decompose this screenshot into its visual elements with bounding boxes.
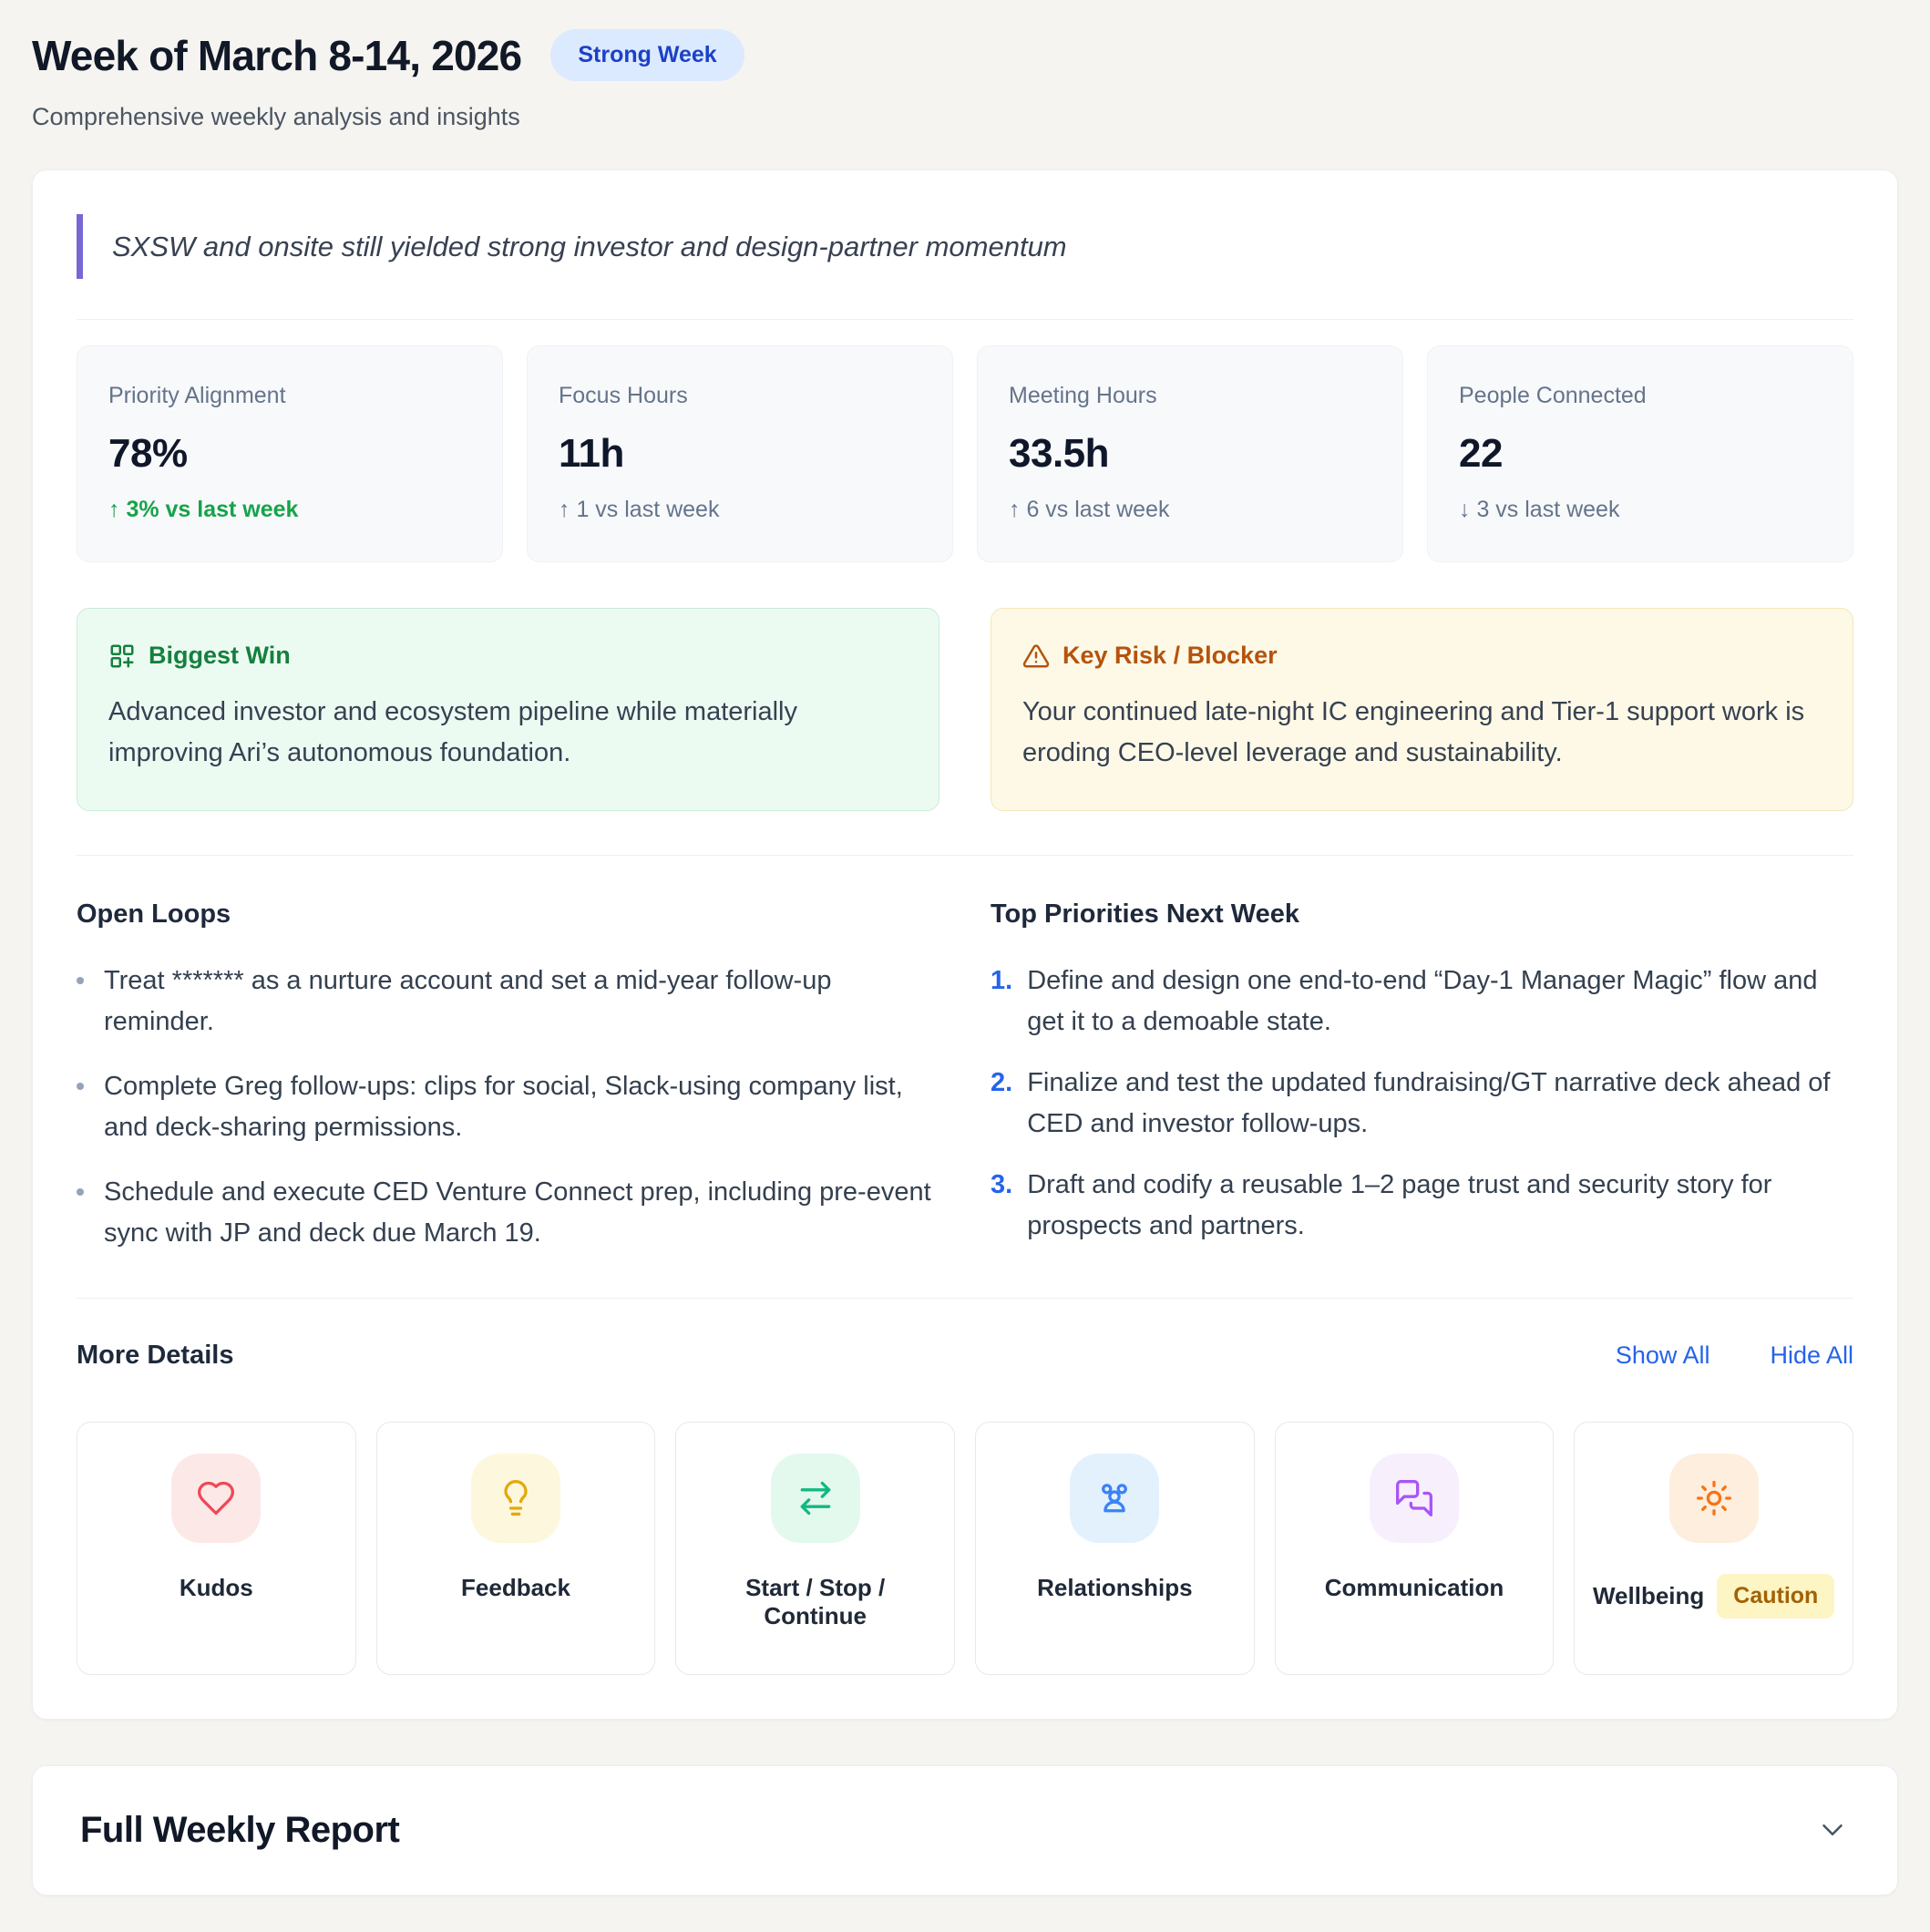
- detail-card-relationships[interactable]: Relationships: [974, 1421, 1255, 1675]
- list-item: Complete Greg follow-ups: clips for soci…: [77, 1066, 939, 1148]
- highlights-row: Biggest Win Advanced investor and ecosys…: [77, 608, 1853, 812]
- squares-plus-icon: [108, 642, 136, 670]
- detail-card-kudos[interactable]: Kudos: [77, 1421, 356, 1675]
- summary-quote: SXSW and onsite still yielded strong inv…: [112, 231, 1067, 262]
- full-weekly-report-toggle[interactable]: Full Weekly Report: [32, 1764, 1898, 1896]
- stat-card-people-connected: People Connected 22 ↓ 3 vs last week: [1427, 345, 1853, 563]
- detail-card-label: Kudos: [179, 1573, 253, 1601]
- detail-card-start-stop-continue[interactable]: Start / Stop / Continue: [675, 1421, 955, 1675]
- caution-badge: Caution: [1717, 1573, 1835, 1619]
- stat-value: 78%: [108, 431, 188, 477]
- stat-delta: ↑ 3% vs last week: [108, 497, 299, 523]
- priorities-title: Top Priorities Next Week: [991, 899, 1299, 930]
- summary-quote-section: SXSW and onsite still yielded strong inv…: [77, 214, 1853, 321]
- open-loops-section: Open Loops Treat ******* as a nurture ac…: [77, 899, 939, 1254]
- open-loop-text: Complete Greg follow-ups: clips for soci…: [104, 1072, 903, 1143]
- page-header: Week of March 8-14, 2026 Strong Week Com…: [32, 20, 1898, 131]
- weekly-summary-card: SXSW and onsite still yielded strong inv…: [32, 170, 1898, 1720]
- warning-triangle-icon: [1022, 642, 1050, 670]
- open-loop-text: Treat ******* as a nurture account and s…: [104, 966, 832, 1037]
- stat-delta: ↑ 6 vs last week: [1009, 497, 1170, 523]
- sun-icon: [1668, 1453, 1759, 1543]
- detail-card-communication[interactable]: Communication: [1274, 1421, 1555, 1675]
- detail-card-label: Feedback: [461, 1573, 570, 1601]
- open-loops-title: Open Loops: [77, 899, 231, 930]
- lightbulb-icon: [470, 1453, 560, 1543]
- list-item: 1. Define and design one end-to-end “Day…: [991, 961, 1853, 1043]
- page-subtitle: Comprehensive weekly analysis and insigh…: [32, 103, 520, 130]
- biggest-win-card: Biggest Win Advanced investor and ecosys…: [77, 608, 939, 812]
- priority-text: Define and design one end-to-end “Day-1 …: [1027, 966, 1818, 1037]
- stats-row: Priority Alignment 78% ↑ 3% vs last week…: [77, 345, 1853, 563]
- bullet-dot-icon: [77, 1188, 84, 1197]
- open-loop-text: Schedule and execute CED Venture Connect…: [104, 1177, 931, 1248]
- list-item: 3. Draft and codify a reusable 1–2 page …: [991, 1165, 1853, 1247]
- stat-label: Priority Alignment: [108, 383, 286, 409]
- section-divider: [77, 855, 1853, 857]
- key-risk-title: Key Risk / Blocker: [1063, 642, 1278, 670]
- stat-card-focus-hours: Focus Hours 11h ↑ 1 vs last week: [527, 345, 953, 563]
- heart-icon: [171, 1453, 262, 1543]
- section-divider: [77, 1297, 1853, 1299]
- swap-arrows-icon: [770, 1453, 860, 1543]
- biggest-win-text: Advanced investor and ecosystem pipeline…: [108, 697, 797, 768]
- stat-value: 33.5h: [1009, 431, 1110, 477]
- detail-card-wellbeing[interactable]: Wellbeing Caution: [1574, 1421, 1853, 1675]
- week-quality-badge: Strong Week: [550, 29, 744, 81]
- biggest-win-title: Biggest Win: [149, 642, 291, 670]
- detail-card-label: Start / Stop / Continue: [745, 1573, 886, 1629]
- detail-cards-row: Kudos Feedback Start /: [77, 1421, 1853, 1675]
- stat-label: Meeting Hours: [1009, 383, 1157, 409]
- chevron-down-icon[interactable]: [1815, 1813, 1850, 1847]
- stat-value: 22: [1459, 431, 1503, 477]
- people-group-icon: [1070, 1453, 1160, 1543]
- show-all-link[interactable]: Show All: [1615, 1341, 1710, 1369]
- priority-text: Finalize and test the updated fundraisin…: [1027, 1068, 1831, 1139]
- stat-label: People Connected: [1459, 383, 1647, 409]
- priority-number: 1.: [991, 966, 1013, 996]
- stat-value: 11h: [559, 431, 624, 477]
- more-details-header: More Details Show All Hide All: [77, 1299, 1853, 1371]
- stat-card-meeting-hours: Meeting Hours 33.5h ↑ 6 vs last week: [977, 345, 1403, 563]
- stat-delta: ↑ 1 vs last week: [559, 497, 720, 523]
- detail-card-label: Relationships: [1037, 1573, 1193, 1601]
- stat-card-priority-alignment: Priority Alignment 78% ↑ 3% vs last week: [77, 345, 503, 563]
- list-item: Schedule and execute CED Venture Connect…: [77, 1172, 939, 1254]
- priority-text: Draft and codify a reusable 1–2 page tru…: [1027, 1170, 1772, 1240]
- hide-all-link[interactable]: Hide All: [1770, 1341, 1853, 1369]
- detail-card-feedback[interactable]: Feedback: [375, 1421, 656, 1675]
- page-title: Week of March 8-14, 2026: [32, 31, 522, 79]
- bullet-dot-icon: [77, 977, 84, 985]
- detail-card-label: Wellbeing: [1592, 1581, 1705, 1609]
- bullet-dot-icon: [77, 1083, 84, 1091]
- list-item: Treat ******* as a nurture account and s…: [77, 961, 939, 1043]
- priority-number: 2.: [991, 1068, 1013, 1098]
- key-risk-text: Your continued late-night IC engineering…: [1022, 697, 1805, 768]
- key-risk-card: Key Risk / Blocker Your continued late-n…: [991, 608, 1853, 812]
- lists-row: Open Loops Treat ******* as a nurture ac…: [77, 856, 1853, 1254]
- full-weekly-report-title: Full Weekly Report: [80, 1809, 400, 1850]
- more-details-title: More Details: [77, 1340, 234, 1370]
- priorities-section: Top Priorities Next Week 1. Define and d…: [991, 899, 1853, 1254]
- chat-bubbles-icon: [1369, 1453, 1459, 1543]
- detail-card-label: Communication: [1324, 1573, 1504, 1601]
- stat-delta: ↓ 3 vs last week: [1459, 497, 1620, 523]
- stat-label: Focus Hours: [559, 383, 688, 409]
- priority-number: 3.: [991, 1170, 1013, 1200]
- list-item: 2. Finalize and test the updated fundrai…: [991, 1063, 1853, 1145]
